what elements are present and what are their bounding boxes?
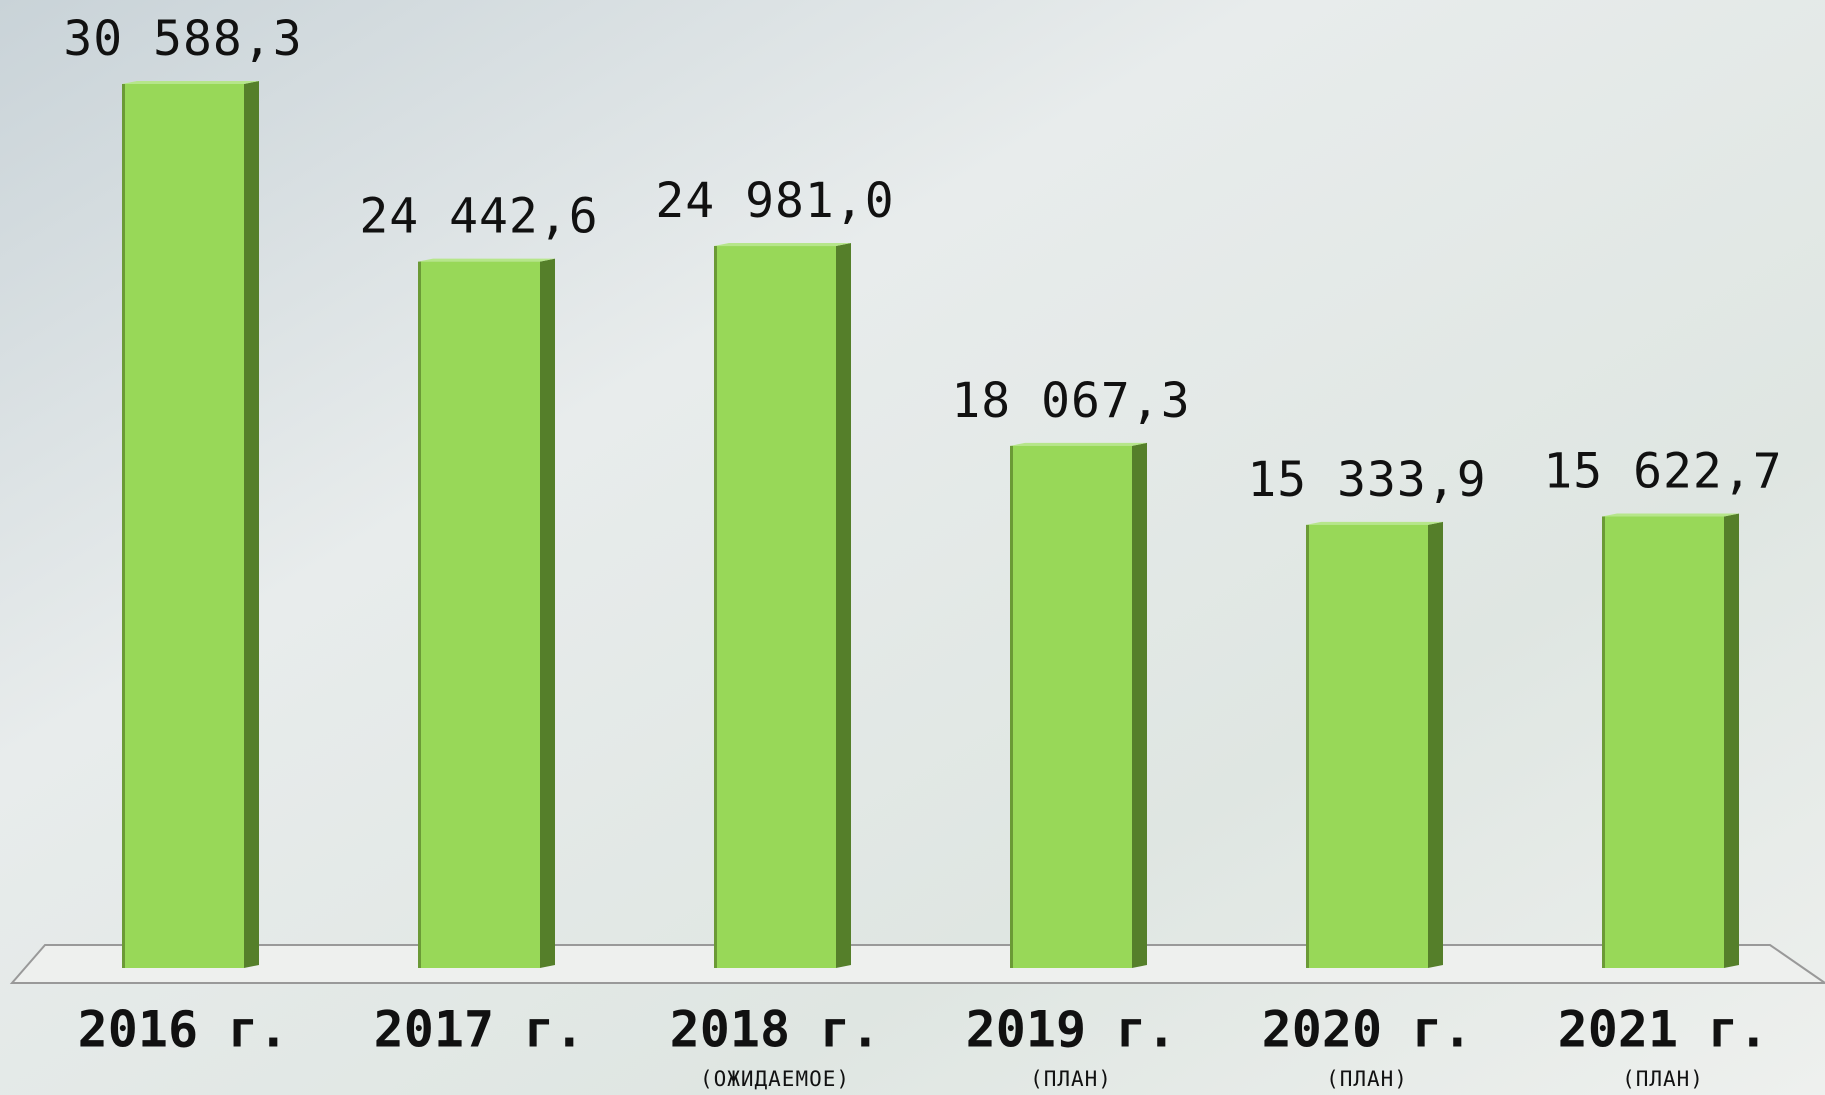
- value-label: 24 981,0: [655, 173, 894, 229]
- x-tick-label: 2019 г.: [966, 1001, 1177, 1059]
- x-tick-label: 2020 г.: [1262, 1001, 1473, 1059]
- bar: [1013, 446, 1132, 968]
- x-tick-label: 2021 г.: [1558, 1001, 1769, 1059]
- floor: [12, 945, 1825, 983]
- bar: [421, 262, 540, 968]
- bar-top: [1010, 443, 1147, 446]
- x-tick-label: 2018 г.: [670, 1001, 881, 1059]
- bar-side: [1132, 443, 1147, 968]
- value-label: 18 067,3: [951, 373, 1190, 429]
- bar-side: [836, 243, 851, 968]
- bar: [125, 84, 244, 968]
- bar-left-edge: [1602, 517, 1605, 968]
- chart: 30 588,3 2016 г. 24 442,6 2017 г. 24 981,0 20…: [0, 0, 1825, 1095]
- bar-side: [244, 81, 259, 968]
- bar-top: [1602, 514, 1739, 517]
- bar-left-edge: [122, 84, 125, 968]
- bar-top: [418, 259, 555, 262]
- x-tick-note: (ПЛАН): [1030, 1067, 1112, 1091]
- bar-top: [122, 81, 259, 84]
- bar-top: [714, 243, 851, 246]
- bar-side: [1724, 514, 1739, 968]
- value-label: 24 442,6: [359, 189, 598, 245]
- x-tick-label: 2017 г.: [374, 1001, 585, 1059]
- page: {"chart_data": {"type": "bar", "categori…: [0, 0, 1825, 1095]
- bar: [1605, 517, 1724, 968]
- x-tick-note: (ОЖИДАЕМОЕ): [700, 1067, 850, 1091]
- background: [0, 0, 1825, 1095]
- bar-top: [1306, 522, 1443, 525]
- value-label: 15 333,9: [1247, 452, 1486, 508]
- bar: [1309, 525, 1428, 968]
- value-label: 30 588,3: [63, 11, 302, 67]
- x-tick-label: 2016 г.: [78, 1001, 289, 1059]
- value-label: 15 622,7: [1543, 444, 1782, 500]
- bar: [717, 246, 836, 968]
- x-tick-note: (ПЛАН): [1622, 1067, 1704, 1091]
- bar-side: [540, 259, 555, 968]
- bar-left-edge: [714, 246, 717, 968]
- bar-left-edge: [1306, 525, 1309, 968]
- x-tick-note: (ПЛАН): [1326, 1067, 1408, 1091]
- bar-left-edge: [1010, 446, 1013, 968]
- bar-left-edge: [418, 262, 421, 968]
- bar-side: [1428, 522, 1443, 968]
